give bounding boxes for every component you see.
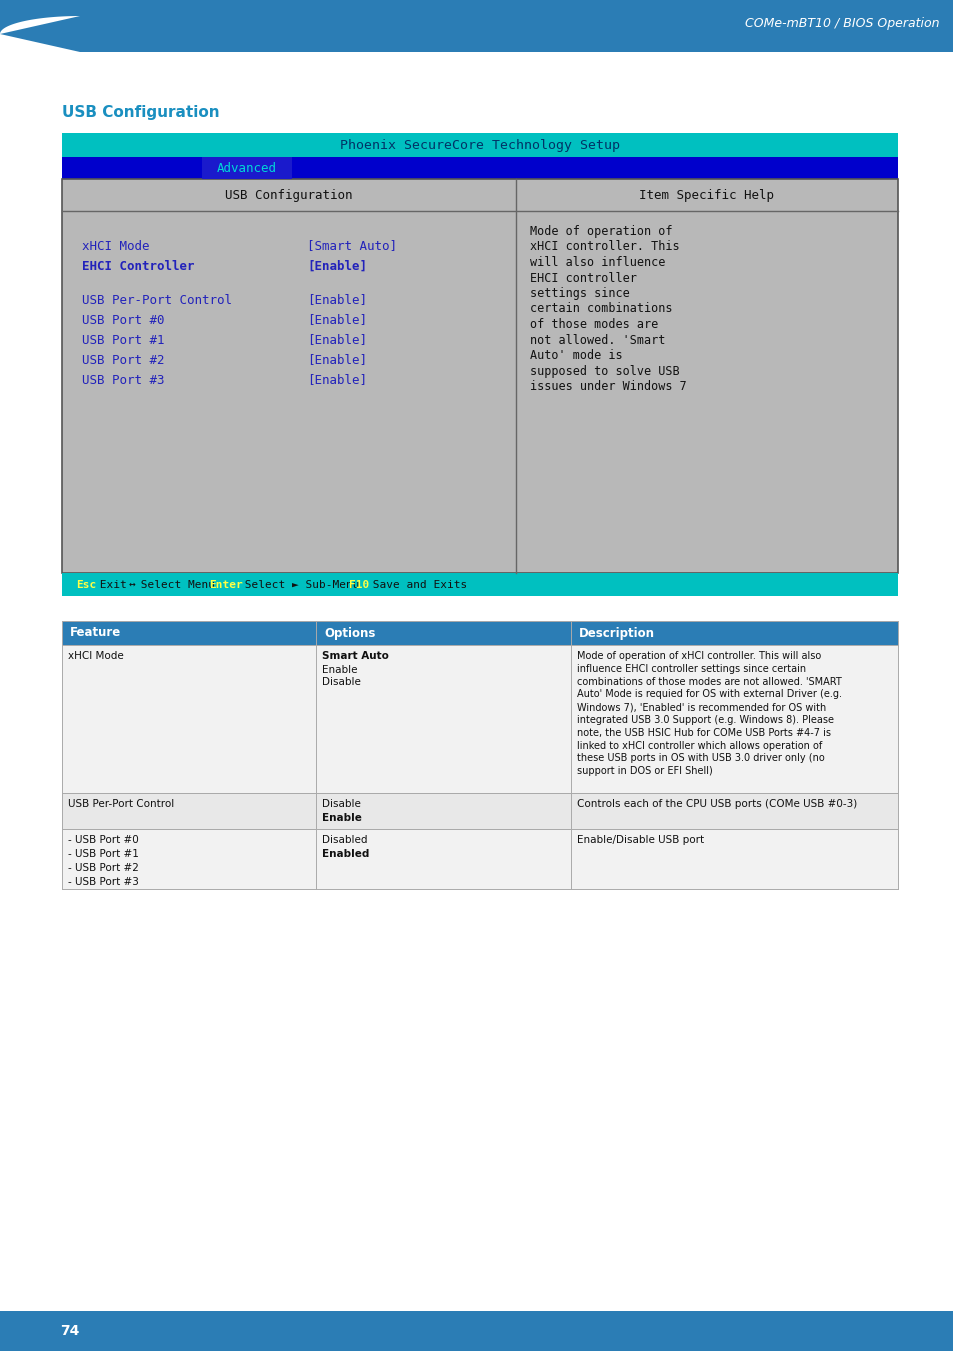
- Bar: [62, 830, 897, 889]
- Text: Mode of operation of: Mode of operation of: [530, 226, 672, 238]
- Text: Enable: Enable: [322, 813, 361, 823]
- Text: USB Port #2: USB Port #2: [82, 354, 164, 366]
- Text: Feature: Feature: [70, 627, 121, 639]
- Text: - USB Port #0
- USB Port #1
- USB Port #2
- USB Port #3: - USB Port #0 - USB Port #1 - USB Port #…: [68, 835, 139, 888]
- Bar: [62, 157, 897, 178]
- Text: USB Configuration: USB Configuration: [225, 189, 353, 201]
- Bar: [202, 157, 292, 178]
- Text: certain combinations: certain combinations: [530, 303, 672, 316]
- Text: Mode of operation of xHCI controller. This will also
influence EHCI controller s: Mode of operation of xHCI controller. Th…: [577, 651, 841, 777]
- Text: xHCI Mode: xHCI Mode: [82, 239, 150, 253]
- Text: USB Port #0: USB Port #0: [82, 313, 164, 327]
- Text: will also influence: will also influence: [530, 255, 664, 269]
- Text: F10: F10: [348, 580, 369, 589]
- Text: Disabled: Disabled: [322, 835, 367, 844]
- Text: Exit: Exit: [93, 580, 133, 589]
- Bar: [62, 793, 897, 830]
- Text: Esc: Esc: [76, 580, 96, 589]
- Text: Save and Exits: Save and Exits: [366, 580, 467, 589]
- Text: settings since: settings since: [530, 286, 629, 300]
- Text: not allowed. 'Smart: not allowed. 'Smart: [530, 334, 664, 346]
- Text: USB Port #3: USB Port #3: [82, 373, 164, 386]
- Text: COMe-mBT10 / BIOS Operation: COMe-mBT10 / BIOS Operation: [744, 18, 939, 31]
- Text: supposed to solve USB: supposed to solve USB: [530, 365, 679, 377]
- Text: Disable: Disable: [322, 798, 360, 809]
- Bar: [0, 0, 953, 51]
- Text: Description: Description: [578, 627, 655, 639]
- Text: xHCI controller. This: xHCI controller. This: [530, 240, 679, 254]
- Text: ↔: ↔: [128, 580, 134, 589]
- Text: USB Configuration: USB Configuration: [62, 105, 219, 120]
- Text: 74: 74: [60, 1324, 79, 1337]
- Text: Auto' mode is: Auto' mode is: [530, 349, 622, 362]
- Text: xHCI Mode: xHCI Mode: [68, 651, 124, 661]
- Text: [Enable]: [Enable]: [307, 313, 367, 327]
- Text: Item Specific Help: Item Specific Help: [639, 189, 774, 201]
- Polygon shape: [0, 34, 80, 51]
- Text: USB Per-Port Control: USB Per-Port Control: [68, 798, 174, 809]
- Bar: [62, 178, 897, 573]
- Text: of those modes are: of those modes are: [530, 317, 658, 331]
- Text: Enable
Disable: Enable Disable: [322, 665, 360, 686]
- Bar: [62, 644, 897, 793]
- Text: Smart Auto: Smart Auto: [322, 651, 389, 661]
- Text: Select Menu: Select Menu: [133, 580, 221, 589]
- Text: Enable/Disable USB port: Enable/Disable USB port: [577, 835, 703, 844]
- Text: Options: Options: [324, 627, 375, 639]
- Text: Enter: Enter: [209, 580, 243, 589]
- Bar: [62, 621, 897, 644]
- Text: Select ► Sub-Menu: Select ► Sub-Menu: [238, 580, 366, 589]
- Text: [Enable]: [Enable]: [307, 334, 367, 346]
- Text: [Smart Auto]: [Smart Auto]: [307, 239, 396, 253]
- Text: [Enable]: [Enable]: [307, 373, 367, 386]
- Text: EHCI Controller: EHCI Controller: [82, 259, 194, 273]
- Bar: [62, 573, 897, 596]
- Text: Advanced: Advanced: [216, 162, 276, 174]
- Polygon shape: [0, 16, 80, 51]
- Text: USB Port #1: USB Port #1: [82, 334, 164, 346]
- Bar: [62, 132, 897, 157]
- Text: Phoenix SecureCore Technology Setup: Phoenix SecureCore Technology Setup: [339, 139, 619, 151]
- Text: [Enable]: [Enable]: [307, 354, 367, 366]
- Text: [Enable]: [Enable]: [307, 293, 367, 307]
- Text: Controls each of the CPU USB ports (COMe USB #0-3): Controls each of the CPU USB ports (COMe…: [577, 798, 857, 809]
- Bar: [0, 1310, 953, 1351]
- Text: EHCI controller: EHCI controller: [530, 272, 637, 285]
- Text: Enabled: Enabled: [322, 848, 369, 859]
- Text: issues under Windows 7: issues under Windows 7: [530, 380, 686, 393]
- Text: USB Per-Port Control: USB Per-Port Control: [82, 293, 232, 307]
- Text: [Enable]: [Enable]: [307, 259, 367, 273]
